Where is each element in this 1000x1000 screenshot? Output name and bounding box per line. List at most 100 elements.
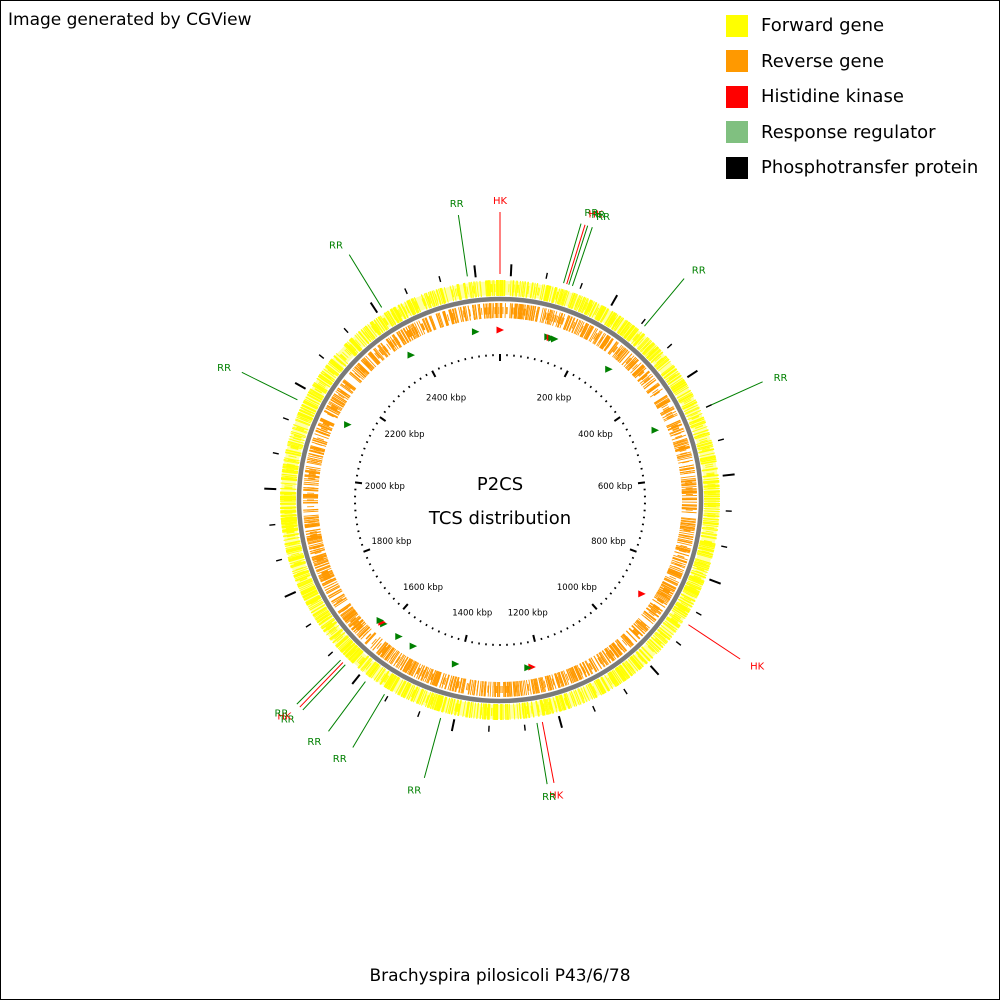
reverse-gene bbox=[471, 680, 475, 696]
reverse-gene bbox=[313, 546, 321, 550]
forward-gene bbox=[682, 590, 698, 599]
ruler-minor-tick bbox=[392, 597, 396, 601]
forward-gene bbox=[655, 357, 669, 369]
forward-gene bbox=[327, 368, 335, 375]
reverse-gene bbox=[646, 381, 653, 387]
reverse-gene bbox=[451, 312, 455, 320]
reverse-gene bbox=[548, 679, 552, 687]
forward-gene bbox=[607, 673, 617, 688]
forward-gene bbox=[693, 575, 702, 580]
reverse-gene bbox=[613, 345, 624, 359]
reverse-gene bbox=[617, 349, 628, 362]
forward-gene bbox=[328, 626, 336, 633]
reverse-gene bbox=[364, 362, 370, 368]
forward-gene bbox=[682, 401, 698, 410]
forward-gene bbox=[434, 694, 440, 711]
feature-label: RR bbox=[329, 240, 343, 251]
forward-gene bbox=[290, 562, 307, 569]
forward-gene bbox=[295, 566, 304, 571]
reverse-gene bbox=[634, 621, 647, 633]
forward-gene bbox=[359, 657, 366, 665]
forward-gene bbox=[637, 337, 650, 350]
reverse-gene bbox=[628, 360, 635, 367]
forward-gene bbox=[296, 416, 312, 424]
forward-gene bbox=[556, 292, 560, 300]
reverse-gene bbox=[312, 437, 328, 443]
forward-gene bbox=[383, 673, 393, 688]
forward-gene bbox=[343, 643, 356, 656]
reverse-gene bbox=[678, 459, 694, 464]
reverse-gene bbox=[462, 310, 465, 318]
forward-gene bbox=[691, 415, 700, 420]
forward-gene bbox=[464, 282, 468, 299]
reverse-gene bbox=[677, 455, 693, 460]
forward-gene bbox=[694, 559, 711, 566]
reverse-gene bbox=[685, 484, 693, 486]
outer-tick bbox=[264, 487, 277, 491]
reverse-gene bbox=[533, 678, 537, 694]
reverse-gene bbox=[354, 366, 367, 378]
forward-gene bbox=[282, 464, 299, 468]
reverse-gene bbox=[468, 679, 472, 695]
ruler-minor-tick bbox=[450, 635, 453, 638]
reverse-gene bbox=[408, 660, 416, 675]
forward-gene bbox=[558, 695, 564, 711]
kbp-tick-label: 2000 kbp bbox=[365, 482, 405, 492]
reverse-gene bbox=[589, 658, 598, 672]
reverse-gene bbox=[390, 653, 396, 660]
reverse-gene bbox=[342, 609, 355, 619]
reverse-gene bbox=[384, 647, 394, 661]
reverse-gene bbox=[626, 358, 639, 371]
forward-gene bbox=[321, 618, 335, 629]
forward-gene bbox=[291, 552, 300, 556]
forward-gene bbox=[653, 353, 660, 360]
rr-marker bbox=[471, 328, 480, 336]
reverse-gene bbox=[347, 615, 360, 626]
reverse-gene bbox=[308, 542, 324, 547]
reverse-gene bbox=[467, 305, 471, 321]
forward-gene bbox=[413, 297, 421, 313]
forward-gene bbox=[543, 285, 548, 301]
feature-label: HK bbox=[750, 662, 765, 673]
forward-gene bbox=[391, 677, 401, 692]
forward-gene bbox=[596, 679, 605, 694]
forward-gene bbox=[314, 388, 323, 394]
reverse-gene bbox=[480, 681, 483, 697]
reverse-gene bbox=[677, 539, 693, 544]
reverse-gene bbox=[535, 310, 538, 318]
reverse-gene bbox=[659, 406, 674, 415]
reverse-gene bbox=[424, 317, 431, 332]
forward-gene bbox=[297, 412, 313, 420]
reverse-gene bbox=[371, 638, 377, 645]
reverse-gene bbox=[661, 583, 675, 592]
legend-label: Response regulator bbox=[761, 121, 936, 143]
outer-tick bbox=[523, 724, 526, 731]
forward-gene bbox=[329, 359, 343, 371]
ruler-minor-tick bbox=[609, 592, 613, 595]
forward-gene bbox=[317, 611, 326, 617]
rr-marker bbox=[524, 664, 532, 672]
reverse-gene bbox=[327, 588, 342, 597]
reverse-gene bbox=[673, 439, 688, 446]
reverse-gene bbox=[303, 479, 319, 482]
ruler-minor-tick bbox=[387, 405, 391, 408]
reverse-gene bbox=[448, 309, 454, 325]
reverse-gene bbox=[551, 314, 555, 322]
center-subtitle: TCS distribution bbox=[428, 508, 571, 529]
reverse-gene bbox=[566, 669, 573, 684]
forward-gene bbox=[568, 292, 575, 309]
forward-gene bbox=[520, 281, 523, 298]
feature-leader-line bbox=[566, 224, 586, 285]
forward-gene bbox=[397, 304, 407, 320]
forward-gene bbox=[545, 698, 551, 715]
forward-gene bbox=[687, 405, 695, 411]
ruler-major-tick bbox=[613, 416, 621, 422]
ruler-minor-tick bbox=[397, 602, 400, 606]
reverse-gene bbox=[631, 364, 644, 376]
forward-gene bbox=[690, 421, 707, 429]
genome-name: Brachyspira pilosicoli P43/6/78 bbox=[369, 966, 631, 986]
forward-gene bbox=[589, 302, 597, 317]
reverse-gene bbox=[562, 674, 567, 682]
reverse-gene bbox=[603, 337, 613, 351]
